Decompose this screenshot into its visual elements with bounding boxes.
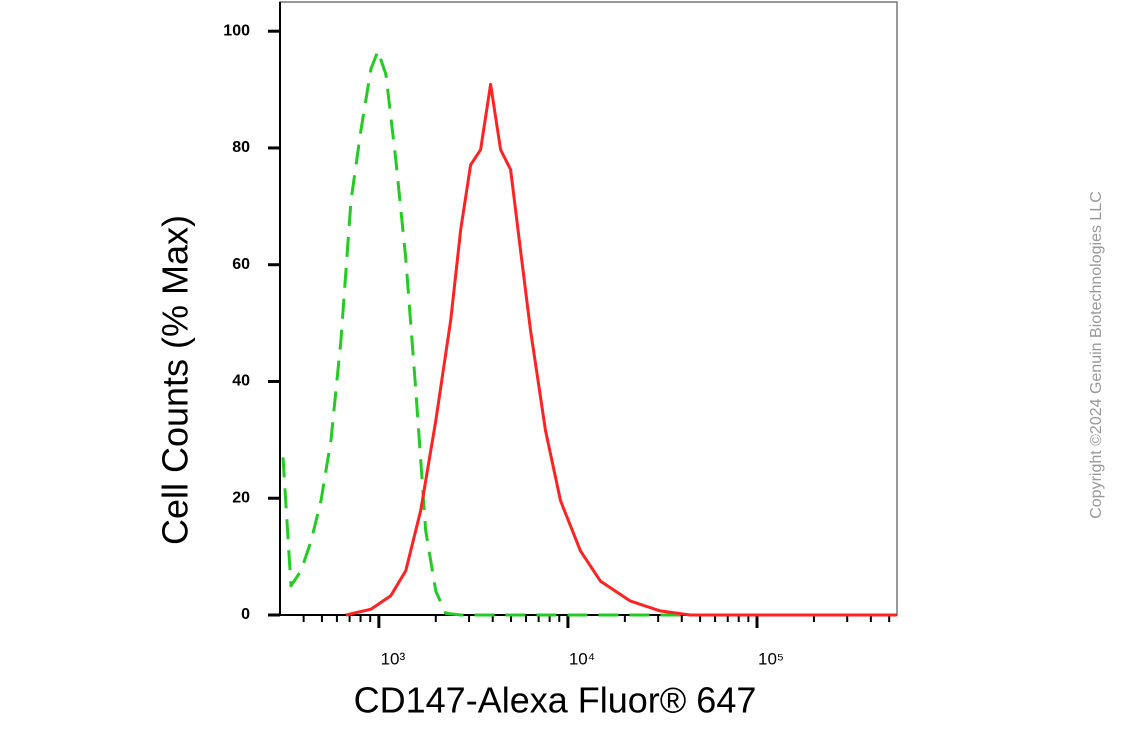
x-tick-label: 10⁴: [569, 649, 595, 668]
y-tick-label: 80: [232, 139, 250, 156]
y-tick-label: 20: [232, 489, 250, 506]
y-tick-label: 0: [241, 606, 250, 623]
y-axis-label: Cell Counts (% Max): [155, 215, 196, 545]
y-tick-label: 100: [223, 22, 250, 39]
plot-frame: [279, 1, 898, 616]
series-line: [281, 49, 897, 617]
y-tick-label: 60: [232, 256, 250, 273]
x-axis-label: CD147-Alexa Fluor® 647: [354, 680, 757, 721]
series-line: [345, 82, 897, 617]
y-tick-label: 40: [232, 373, 250, 390]
x-tick-label: 10⁵: [758, 649, 784, 668]
x-tick-label: 10³: [381, 649, 406, 668]
watermark: Copyright ©2024 Genuin Biotechnologies L…: [1088, 191, 1105, 519]
